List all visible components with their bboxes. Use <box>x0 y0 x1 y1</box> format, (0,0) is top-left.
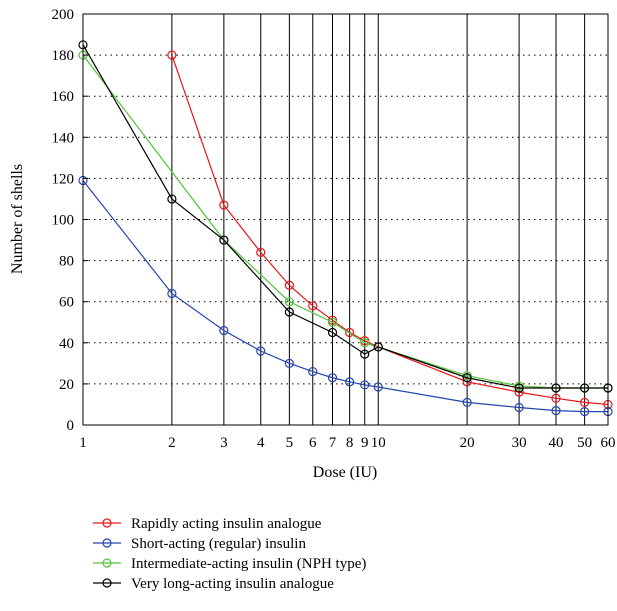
data-point <box>580 383 590 393</box>
x-tick-label: 7 <box>329 435 337 451</box>
x-tick-label: 50 <box>577 435 592 451</box>
data-point <box>580 397 590 407</box>
data-point <box>360 380 370 390</box>
legend-label: Very long-acting insulin analogue <box>131 576 334 592</box>
series-layer <box>78 40 613 417</box>
data-point <box>345 377 355 387</box>
x-tick-label: 40 <box>549 435 564 451</box>
data-point <box>284 280 294 290</box>
y-tick-label: 180 <box>52 48 75 64</box>
legend-item: Intermediate-acting insulin (NPH type) <box>93 556 366 572</box>
y-tick-label: 0 <box>67 418 75 434</box>
data-point <box>284 297 294 307</box>
data-point <box>373 342 383 352</box>
x-axis-label: Dose (IU) <box>313 464 377 481</box>
data-point <box>551 383 561 393</box>
x-tick-label: 2 <box>168 435 176 451</box>
series-2 <box>78 175 613 417</box>
plot-frame <box>82 13 609 426</box>
series-line <box>171 54 609 406</box>
data-point <box>327 317 338 327</box>
data-point <box>514 383 524 393</box>
series-4 <box>78 40 613 393</box>
x-tick-label: 6 <box>309 435 317 451</box>
legend-item: Very long-acting insulin analogue <box>93 576 334 592</box>
data-point <box>256 346 266 356</box>
x-tick-label: 20 <box>460 435 475 451</box>
legend-label: Rapidly acting insulin analogue <box>131 516 322 532</box>
x-tick-label: 3 <box>220 435 228 451</box>
data-point <box>551 393 561 403</box>
ticks: 0 20 40 60 80 100 120 140 160 180 200 1 2 3 4 5 6 7 8 9 10 20… <box>52 7 616 451</box>
data-point <box>284 307 294 317</box>
data-point <box>360 338 370 348</box>
legend-label: Intermediate-acting insulin (NPH type) <box>131 556 366 572</box>
data-point <box>219 235 229 245</box>
x-tick-label: 8 <box>346 435 354 451</box>
data-point <box>327 327 338 338</box>
legend-item: Short-acting (regular) insulin <box>93 536 306 552</box>
y-tick-label: 80 <box>59 254 74 270</box>
series-line <box>82 54 608 389</box>
y-tick-label: 100 <box>52 213 75 229</box>
grid <box>83 14 608 425</box>
data-point <box>514 402 524 413</box>
data-point <box>284 358 294 368</box>
data-point <box>308 366 318 377</box>
data-point <box>167 50 177 60</box>
data-point <box>580 407 590 417</box>
x-tick-label: 5 <box>286 435 294 451</box>
legend-swatch-marker <box>102 538 112 548</box>
y-tick-label: 20 <box>59 377 74 393</box>
data-point <box>308 301 318 311</box>
legend-swatch-marker <box>102 578 112 588</box>
legend-label: Short-acting (regular) insulin <box>131 536 306 552</box>
series-line <box>82 44 608 389</box>
legend: Rapidly acting insulin analogue Short-act… <box>93 516 366 592</box>
y-axis-label: Number of shells <box>9 164 26 274</box>
data-point <box>219 325 229 336</box>
data-point <box>167 194 177 204</box>
data-point <box>462 397 472 407</box>
y-tick-label: 200 <box>52 7 75 23</box>
data-point <box>551 406 561 416</box>
legend-item: Rapidly acting insulin analogue <box>93 516 322 532</box>
series-line <box>82 180 608 413</box>
legend-swatch-marker <box>102 518 112 528</box>
x-tick-label: 30 <box>512 435 527 451</box>
legend-swatch-marker <box>102 558 112 568</box>
y-tick-label: 140 <box>52 130 75 146</box>
data-point <box>345 327 355 338</box>
x-tick-label: 10 <box>371 435 386 451</box>
series-1 <box>167 50 613 410</box>
data-point <box>219 200 229 210</box>
data-point <box>462 373 472 383</box>
data-point <box>327 373 338 383</box>
data-point <box>256 247 266 257</box>
x-tick-label: 1 <box>79 435 87 451</box>
x-tick-label: 9 <box>361 435 369 451</box>
y-tick-label: 120 <box>52 171 75 187</box>
y-tick-label: 160 <box>52 89 75 105</box>
y-tick-label: 60 <box>59 295 74 311</box>
x-tick-label: 60 <box>601 435 616 451</box>
data-point <box>167 288 177 299</box>
y-tick-label: 40 <box>59 336 74 352</box>
x-tick-label: 4 <box>257 435 265 451</box>
data-point <box>360 349 370 359</box>
data-point <box>373 382 383 392</box>
